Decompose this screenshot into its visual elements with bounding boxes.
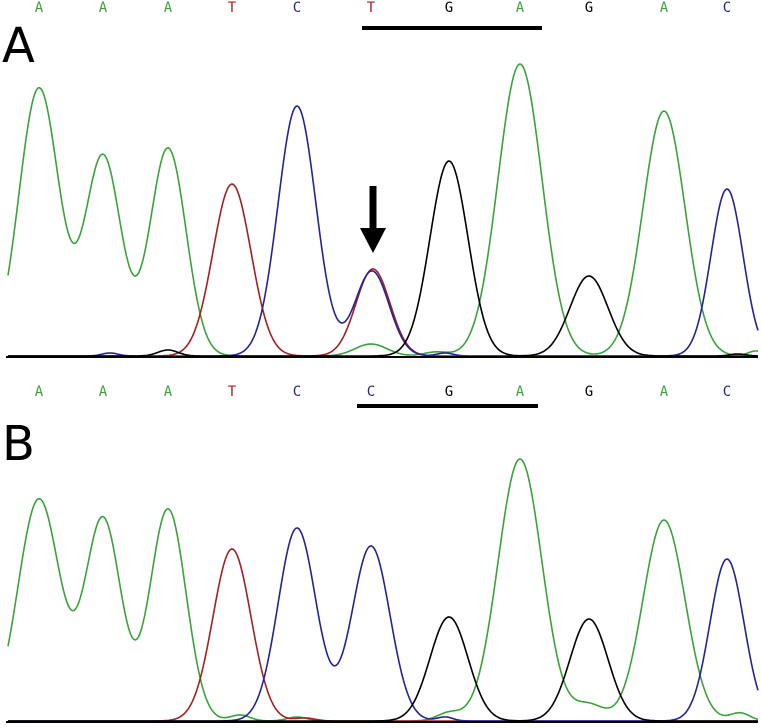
panel-b-label: B xyxy=(2,416,35,472)
base-call-11: C xyxy=(723,384,731,400)
trace-b-blue xyxy=(8,527,759,722)
base-call-4: T xyxy=(228,0,237,16)
trace-b-green xyxy=(7,458,759,722)
down-arrow-icon xyxy=(360,186,386,253)
base-call-9: G xyxy=(585,0,593,16)
base-call-5: C xyxy=(293,384,301,400)
base-call-11: C xyxy=(723,0,731,16)
base-call-7: G xyxy=(445,0,453,16)
panel-a-traces xyxy=(7,63,759,357)
trace-a-green xyxy=(7,63,759,357)
base-call-6: C xyxy=(367,384,375,400)
panel-b: B A A A T C C G A G A C xyxy=(2,384,759,723)
base-call-1: A xyxy=(35,384,44,400)
base-call-1: A xyxy=(35,0,44,16)
base-call-8: A xyxy=(516,0,525,16)
trace-a-red xyxy=(8,183,758,357)
panel-a-label: A xyxy=(2,18,35,74)
base-call-3: A xyxy=(164,0,173,16)
base-call-7: G xyxy=(445,384,453,400)
base-call-5: C xyxy=(293,0,301,16)
panel-b-traces xyxy=(7,458,759,722)
base-call-2: A xyxy=(99,384,108,400)
base-call-3: A xyxy=(164,384,173,400)
base-call-2: A xyxy=(99,0,108,16)
base-call-4: T xyxy=(228,384,237,400)
base-call-6: T xyxy=(367,0,376,16)
base-call-9: G xyxy=(585,384,593,400)
base-call-8: A xyxy=(516,384,525,400)
base-call-10: A xyxy=(660,384,669,400)
base-call-10: A xyxy=(660,0,669,16)
trace-b-black xyxy=(8,616,758,722)
